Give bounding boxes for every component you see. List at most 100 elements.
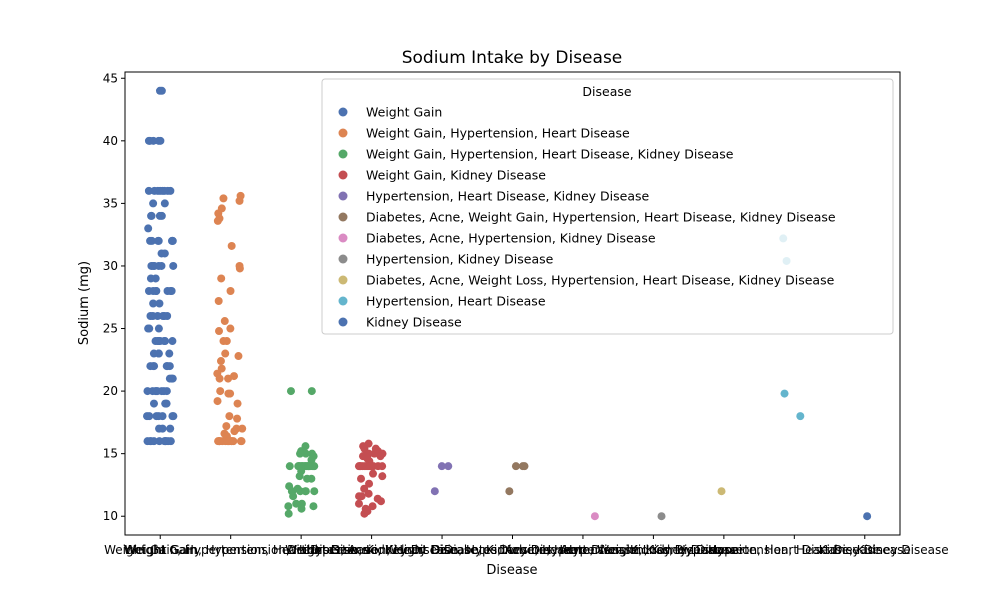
data-point [213, 397, 222, 406]
data-point [368, 502, 377, 511]
data-point [376, 452, 385, 461]
data-point [166, 424, 175, 433]
data-point [214, 296, 223, 305]
data-point [148, 312, 157, 321]
series-points [213, 191, 247, 446]
data-point [144, 136, 153, 145]
legend-entry: Weight Gain, Hypertension, Heart Disease [366, 126, 630, 141]
data-point [156, 186, 165, 195]
data-point [165, 349, 174, 358]
data-point [149, 261, 158, 270]
data-point [374, 462, 383, 471]
legend-marker [338, 254, 348, 264]
data-point [155, 299, 164, 308]
data-point [160, 199, 169, 208]
series-points [863, 512, 872, 521]
data-point [215, 374, 224, 383]
series-points [590, 512, 599, 521]
data-point [222, 422, 231, 431]
data-point [233, 414, 242, 423]
x-tick-label: Diabetes, Acne, Hypertension, Kidney Dis… [444, 543, 722, 557]
legend-marker [338, 212, 348, 222]
data-point [226, 286, 235, 295]
data-point [657, 512, 666, 521]
x-tick-label: Diabetes, Acne, Weight Loss, Hypertensio… [499, 543, 949, 557]
x-tick-label: Diabetes, Acne, Weight Gain, Hypertensio… [287, 543, 738, 557]
legend-entry: Weight Gain, Kidney Disease [366, 168, 546, 183]
data-point [154, 236, 163, 245]
data-point [160, 312, 169, 321]
data-point [217, 274, 226, 283]
data-point [214, 437, 223, 446]
data-point [301, 487, 310, 496]
x-tick-label: Hypertension, Kidney Disease [563, 543, 743, 557]
data-point [357, 474, 366, 483]
data-point [295, 472, 304, 481]
data-point [150, 362, 159, 371]
data-point [863, 512, 872, 521]
data-point [796, 412, 805, 421]
data-point [154, 337, 163, 346]
series-points [657, 512, 666, 521]
x-tick-label: Kidney Disease [819, 543, 911, 557]
data-point [156, 136, 165, 145]
legend-marker [338, 107, 348, 117]
data-point [590, 512, 599, 521]
y-tick-label: 15 [103, 447, 118, 461]
data-point [364, 489, 373, 498]
legend-entry: Diabetes, Acne, Weight Gain, Hypertensio… [366, 210, 836, 225]
data-point [144, 324, 153, 333]
series-points [284, 387, 319, 518]
data-point [149, 199, 158, 208]
data-point [226, 324, 235, 333]
y-tick-label: 30 [103, 259, 118, 273]
data-point [219, 194, 228, 203]
data-point [233, 399, 242, 408]
legend-entry: Diabetes, Acne, Hypertension, Kidney Dis… [366, 231, 656, 246]
data-point [224, 389, 233, 398]
y-tick-label: 10 [103, 509, 118, 523]
data-point [286, 387, 295, 396]
data-point [437, 462, 446, 471]
data-point [144, 224, 153, 233]
data-point [354, 499, 363, 508]
y-tick-label: 45 [103, 71, 118, 85]
series-points [505, 462, 529, 496]
data-point [149, 286, 158, 295]
data-point [444, 462, 453, 471]
legend-entry: Hypertension, Heart Disease, Kidney Dise… [366, 189, 650, 204]
data-point [157, 86, 166, 95]
x-tick-label: Weight Gain, Kidney Disease [285, 543, 458, 557]
legend: Disease Weight Gain Weight Gain, Hyperten… [321, 78, 894, 335]
legend-title: Disease [582, 84, 631, 99]
data-point [303, 474, 312, 483]
data-point [284, 509, 293, 518]
data-point [215, 327, 224, 336]
data-point [168, 337, 177, 346]
data-point [289, 492, 298, 501]
x-tick-label: Hypertension, Heart Disease [708, 543, 880, 557]
y-axis-label: Sodium (mg) [77, 261, 92, 345]
data-point [301, 449, 310, 458]
chart-title: Sodium Intake by Disease [402, 48, 623, 68]
data-point [154, 412, 163, 421]
data-point [296, 449, 305, 458]
data-point [224, 437, 233, 446]
data-point [430, 487, 439, 496]
data-point [216, 387, 225, 396]
data-point [225, 412, 234, 421]
legend-marker [338, 275, 348, 285]
data-point [310, 487, 319, 496]
data-point [235, 196, 244, 205]
series-points [143, 86, 178, 446]
data-point [717, 487, 726, 496]
data-point [169, 412, 178, 421]
data-point [520, 462, 529, 471]
data-point [355, 462, 364, 471]
data-point [224, 374, 233, 383]
data-point [357, 492, 366, 501]
data-point [360, 509, 369, 518]
y-axis: 10 15 20 25 30 35 40 45 [103, 71, 125, 523]
data-point [309, 502, 318, 511]
data-point [145, 412, 154, 421]
